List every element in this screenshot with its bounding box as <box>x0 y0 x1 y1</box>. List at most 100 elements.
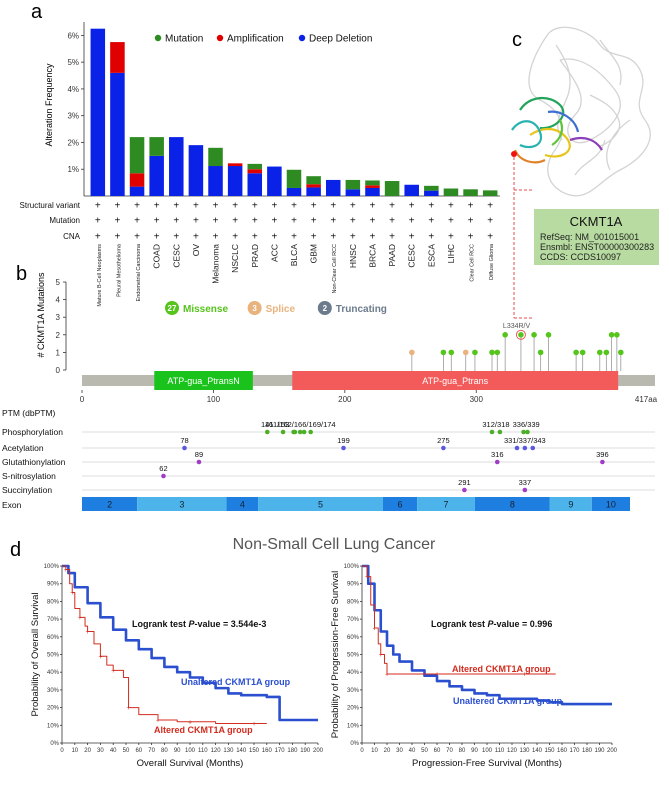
exon-number: 3 <box>179 500 184 510</box>
a-ylabel: Alteration Frequency <box>44 63 54 147</box>
a-category-label: BLCA <box>289 244 299 267</box>
altered-curve <box>62 565 267 725</box>
ptm-site-label: 89 <box>195 450 203 459</box>
a-row-marker: + <box>350 216 356 227</box>
d-x-tick-label: 170 <box>569 748 580 754</box>
protein-domain <box>154 371 253 390</box>
a-row-marker: + <box>193 201 199 212</box>
ptm-site-label: 396 <box>596 450 609 459</box>
a-row-marker: + <box>428 216 434 227</box>
d-y-tick-label: 50% <box>347 653 360 659</box>
a-row-marker: + <box>154 232 160 243</box>
d-y-tick-label: 40% <box>347 670 360 676</box>
exon-label: Exon <box>2 500 22 510</box>
a-bar-deep-deletion <box>149 155 164 196</box>
d-y-tick-label: 70% <box>47 617 60 623</box>
ptm-site <box>600 459 605 465</box>
a-row-marker: + <box>389 201 395 212</box>
lollipop-head <box>603 349 610 356</box>
a-row-marker: + <box>370 201 376 212</box>
a-row-marker: + <box>213 232 219 243</box>
d-x-tick-label: 140 <box>532 748 543 754</box>
b-x-tick-label: 100 <box>207 395 221 404</box>
ptm-site <box>441 445 446 451</box>
censor-mark: + <box>70 590 74 597</box>
censor-mark: + <box>385 671 389 678</box>
a-y-tick-label: 3% <box>67 112 79 121</box>
a-row-marker: + <box>193 216 199 227</box>
lollipop-head <box>472 349 478 356</box>
a-category-label: CESC <box>171 244 181 268</box>
b-legend: 27 Missense 3 Splice 2 Truncating <box>165 301 387 315</box>
ptm-site <box>525 429 530 435</box>
ptm-track: PTM (dbPTM) Phosphorylation 141 153161/162… <box>2 408 655 511</box>
a-row-marker: + <box>232 232 238 243</box>
a-row-marker: + <box>213 201 219 212</box>
a-category-label: BRCA <box>367 244 377 268</box>
progression-free-survival-plot: 0% 10% 20% 30% 40% 50% 60% 70% 80% 90% 100% 0 10 20 30… <box>330 564 618 769</box>
a-row-marker: + <box>173 232 179 243</box>
gene-info-refseq: RefSeq: NM_001015001 <box>540 232 639 242</box>
a-bar-mutation <box>365 180 380 186</box>
a-row-marker: + <box>487 216 493 227</box>
d-x-tick-label: 100 <box>185 748 196 754</box>
a-category-label: Mature B-Cell Neoplasms <box>97 244 103 307</box>
a-bar-deep-deletion <box>404 184 419 196</box>
a-row-marker: + <box>389 216 395 227</box>
d-x-tick-label: 10 <box>371 748 378 754</box>
d-y-tick-label: 80% <box>47 599 60 605</box>
ptm-site-label: 337 <box>519 478 532 487</box>
lollipop-head <box>537 349 544 356</box>
a-row-marker: + <box>252 216 258 227</box>
exon-block <box>258 497 383 511</box>
a-row-marker: + <box>173 216 179 227</box>
exon-number: 6 <box>398 500 403 510</box>
d-x-tick-label: 70 <box>148 748 155 754</box>
d-x-tick-label: 110 <box>495 748 505 754</box>
a-bar-mutation <box>306 176 321 185</box>
a-bar-deep-deletion <box>306 187 321 196</box>
d-y-tick-label: 90% <box>47 582 60 588</box>
censor-mark: + <box>188 719 192 726</box>
d-x-tick-label: 50 <box>123 748 130 754</box>
d-y-tick-label: 20% <box>47 706 60 712</box>
a-bar-deep-deletion <box>169 137 184 196</box>
a-row-marker: + <box>468 201 474 212</box>
a-bar-deep-deletion <box>365 187 380 196</box>
d-xlabel: Overall Survival (Months) <box>137 758 244 769</box>
a-bar-mutation <box>208 147 223 167</box>
ptm-row-name: Succinylation <box>2 485 52 495</box>
ptm-site <box>494 459 500 465</box>
a-row-marker: + <box>173 201 179 212</box>
exon-number: 4 <box>240 500 245 510</box>
a-category-label: PRAD <box>250 244 260 268</box>
ptm-site <box>489 429 495 435</box>
highlight-residue <box>511 151 517 157</box>
ptm-site-label: 62 <box>159 464 167 473</box>
a-category-label: OV <box>191 244 201 257</box>
a-category-label: Endometrial Carcinoma <box>136 243 142 301</box>
d-x-tick-label: 190 <box>594 748 605 754</box>
b-x-tick-label: 0 <box>80 395 85 404</box>
d-x-tick-label: 40 <box>409 748 416 754</box>
panel-letter-c: c <box>512 29 522 51</box>
exon-block <box>591 497 630 511</box>
b-y-tick-label: 4 <box>56 296 61 305</box>
ptm-site <box>521 429 526 435</box>
a-legend-label: Deep Deletion <box>309 34 372 45</box>
a-bar-amplification <box>247 169 263 174</box>
a-category-label: Non-Clear Cell RCC <box>332 244 338 294</box>
ptm-site-label: 275 <box>437 436 450 445</box>
d-x-tick-label: 10 <box>71 748 78 754</box>
a-category-label: Pleural Mesothelioma <box>116 243 122 297</box>
lollipop-head <box>440 349 447 356</box>
a-legend-swatch <box>154 34 162 42</box>
b-x-tick-label: 200 <box>338 395 352 404</box>
d-x-tick-label: 80 <box>459 748 466 754</box>
d-x-tick-label: 30 <box>97 748 104 754</box>
a-row-marker: + <box>95 216 101 227</box>
d-x-tick-label: 100 <box>482 748 493 754</box>
b-y-tick-label: 1 <box>56 348 61 357</box>
exon-number: 8 <box>510 500 515 510</box>
a-row-marker: + <box>487 201 493 212</box>
